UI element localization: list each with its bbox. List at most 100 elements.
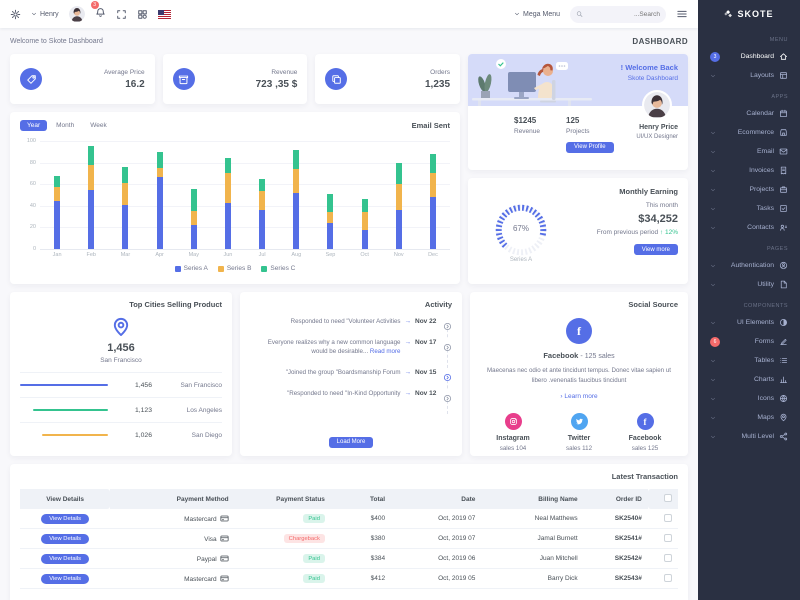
sidebar-item-authentication[interactable]: Authentication — [698, 256, 800, 275]
stat-label: Revenue — [271, 68, 298, 76]
apps-grid-icon[interactable] — [137, 9, 148, 20]
chevron-down-icon — [710, 396, 716, 402]
gridline — [40, 227, 450, 229]
sidebar-item-tasks[interactable]: Tasks — [698, 199, 800, 218]
sidebar-item-multi-level[interactable]: Multi Level — [698, 427, 800, 446]
city-label: San Francisco — [180, 381, 222, 389]
chevron-down-icon — [710, 73, 716, 79]
arrow-right-icon: → — [404, 368, 412, 376]
bell-icon — [95, 7, 106, 18]
sidebar-item-calendar[interactable]: Calendar — [698, 104, 800, 123]
search-box — [570, 5, 666, 23]
brand-logo[interactable]: SKOTE — [698, 0, 800, 28]
activity-item[interactable]: "Responded to need "In-Kind Opportunity →… — [250, 389, 452, 403]
view-profile-button[interactable]: View Profile — [566, 141, 614, 153]
sidebar-item-dashboard[interactable]: 3 Dashboard — [698, 47, 800, 66]
cell-payment-method: Mastercard — [110, 509, 235, 529]
sidebar-badge: 6 — [710, 336, 720, 347]
tab-year[interactable]: Year — [20, 120, 48, 131]
arrow-right-icon: → — [404, 318, 412, 325]
activity-item[interactable]: Responded to need "Volunteer Activities →… — [250, 318, 452, 331]
user-menu[interactable]: Henry — [31, 11, 59, 18]
row-checkbox[interactable] — [664, 533, 672, 542]
row-checkbox[interactable] — [664, 553, 672, 562]
bar-segment-series-a — [259, 210, 266, 249]
read-more-link[interactable]: Read more — [369, 347, 401, 355]
hamburger-menu-icon[interactable] — [676, 8, 688, 20]
fullscreen-icon[interactable] — [116, 9, 127, 20]
view-details-button[interactable]: View Details — [41, 513, 90, 524]
stacked-bar — [190, 188, 197, 249]
sidebar: SKOTE MENU 3 Dashboard Layouts APPS Calendar E… — [698, 0, 800, 600]
bar-segment-series-b — [361, 212, 368, 230]
facebook-icon: f — [566, 318, 592, 344]
twitter-icon — [570, 413, 588, 431]
language-flag-us[interactable] — [157, 9, 171, 19]
x-axis-label: Jun — [223, 252, 233, 258]
sidebar-item-label: Ecommerce — [737, 129, 774, 136]
social-facebook[interactable]: f Facebook sales 125 — [612, 413, 678, 452]
top-city-name: San Francisco — [100, 357, 142, 364]
activity-item[interactable]: Everyone realizes why a new common langu… — [250, 339, 452, 357]
view-details-button[interactable]: View Details — [41, 533, 90, 544]
chevron-down-icon — [710, 149, 716, 155]
sidebar-item-tables[interactable]: Tables — [698, 351, 800, 370]
sidebar-section-pages: PAGES — [766, 246, 788, 252]
cell-total: $384 — [330, 548, 392, 569]
social-instagram[interactable]: Instagram sales 104 — [480, 413, 546, 452]
cell-select — [647, 528, 678, 549]
chevron-down-icon — [710, 358, 716, 364]
sidebar-item-ui-elements[interactable]: UI Elements — [698, 313, 800, 332]
row-checkbox[interactable] — [664, 573, 672, 582]
bar-segment-series-c — [54, 175, 61, 188]
top-city-value: 1,456 — [107, 342, 135, 354]
sidebar-item-forms[interactable]: 6 Forms — [698, 332, 800, 351]
stacked-bar — [156, 151, 163, 249]
view-details-button[interactable]: View Details — [41, 553, 90, 564]
sidebar-item-icons[interactable]: Icons — [698, 389, 800, 408]
settings-gear-icon[interactable] — [10, 9, 21, 20]
activity-item[interactable]: "Joined the group "Boardsmanship Forum → N… — [250, 368, 452, 382]
user-avatar[interactable] — [68, 6, 85, 22]
welcome-subtitle: Skote Dashboard — [627, 75, 678, 82]
sidebar-item-projects[interactable]: Projects — [698, 180, 800, 199]
tab-month[interactable]: Month — [56, 122, 75, 129]
sidebar-item-ecommerce[interactable]: Ecommerce — [698, 123, 800, 142]
mega-menu-button[interactable]: Mega Menu — [514, 11, 560, 18]
bars-layer — [40, 141, 450, 249]
x-axis-label: Nov — [393, 252, 404, 258]
table-header-row: View Details Payment Method Payment Status… — [20, 489, 678, 509]
city-label: San Diego — [191, 431, 222, 439]
sidebar-item-lead — [710, 149, 720, 155]
view-details-button[interactable]: View Details — [41, 573, 90, 584]
view-more-button[interactable]: View more — [633, 244, 678, 255]
sidebar-item-charts[interactable]: Charts — [698, 370, 800, 389]
bar-segment-series-a — [88, 189, 95, 249]
row-checkbox[interactable] — [664, 513, 672, 522]
x-axis-label: Mar — [120, 252, 131, 258]
sidebar-item-utility[interactable]: Utility — [698, 275, 800, 294]
map-pin-icon — [110, 316, 132, 338]
sidebar-item-contacts[interactable]: Contacts — [698, 218, 800, 237]
sidebar-item-lead — [710, 206, 720, 212]
social-twitter[interactable]: Twitter sales 112 — [546, 413, 612, 452]
learn-more-link[interactable]: › Learn more — [560, 393, 598, 401]
sidebar-item-email[interactable]: Email — [698, 142, 800, 161]
stat-label: Orders — [430, 68, 451, 76]
social-sales: sales 112 — [565, 445, 593, 453]
sidebar-item-invoices[interactable]: Invoices — [698, 161, 800, 180]
notifications-button[interactable]: 3 — [90, 1, 106, 23]
sidebar-item-layouts[interactable]: Layouts — [698, 66, 800, 85]
search-input[interactable] — [586, 10, 660, 18]
tab-week[interactable]: Week — [90, 122, 107, 129]
city-row-san-diego: 1,026 San Diego — [20, 422, 222, 447]
load-more-button[interactable]: Load More — [328, 436, 374, 448]
sidebar-item-maps[interactable]: Maps — [698, 408, 800, 427]
bar-segment-series-b — [429, 173, 436, 198]
credit-card-icon — [220, 514, 229, 523]
chevron-down-icon — [710, 130, 716, 136]
x-axis-label: Aug — [291, 252, 302, 258]
calendar-icon — [779, 109, 788, 118]
cell-payment-method: Mastercard — [110, 568, 235, 589]
select-all-checkbox[interactable] — [664, 494, 672, 502]
